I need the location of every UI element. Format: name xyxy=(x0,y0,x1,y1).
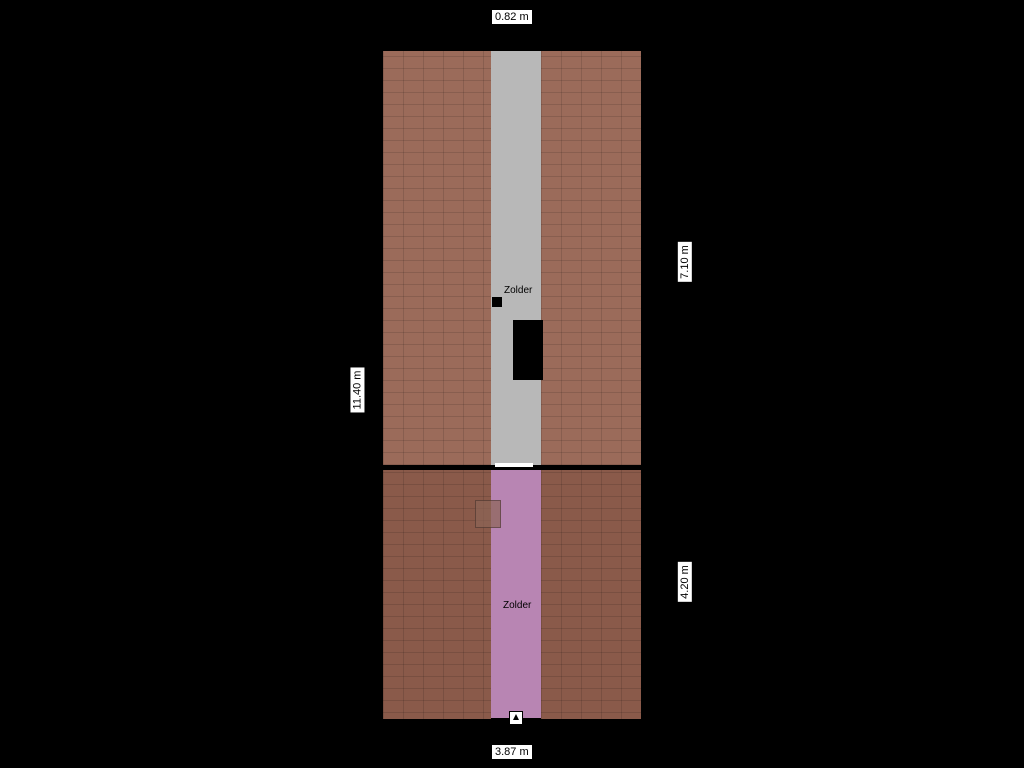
roof-lower-right xyxy=(541,470,641,725)
chimney-icon xyxy=(509,711,523,725)
section-divider-white xyxy=(495,463,533,467)
dim-bottom: 3.87 m xyxy=(492,745,532,759)
stair-opening xyxy=(513,320,543,380)
room-label-lower: Zolder xyxy=(503,600,531,611)
floor-upper xyxy=(491,51,541,465)
roof-upper-left xyxy=(383,45,491,465)
dim-top: 0.82 m xyxy=(492,10,532,24)
skylight xyxy=(475,500,501,528)
roof-upper-right xyxy=(541,45,641,465)
wall-bottom-right xyxy=(541,719,641,725)
wall-top-right xyxy=(541,45,641,51)
floor-plan: Zolder Zolder xyxy=(383,45,641,725)
dim-right-bottom: 4.20 m xyxy=(678,562,692,602)
room-marker-upper xyxy=(492,297,502,307)
dim-right-top: 7.10 m xyxy=(678,242,692,282)
dim-left: 11.40 m xyxy=(350,368,364,413)
wall-top-left xyxy=(383,45,491,51)
room-label-upper: Zolder xyxy=(504,285,532,296)
wall-bottom-left xyxy=(383,719,491,725)
